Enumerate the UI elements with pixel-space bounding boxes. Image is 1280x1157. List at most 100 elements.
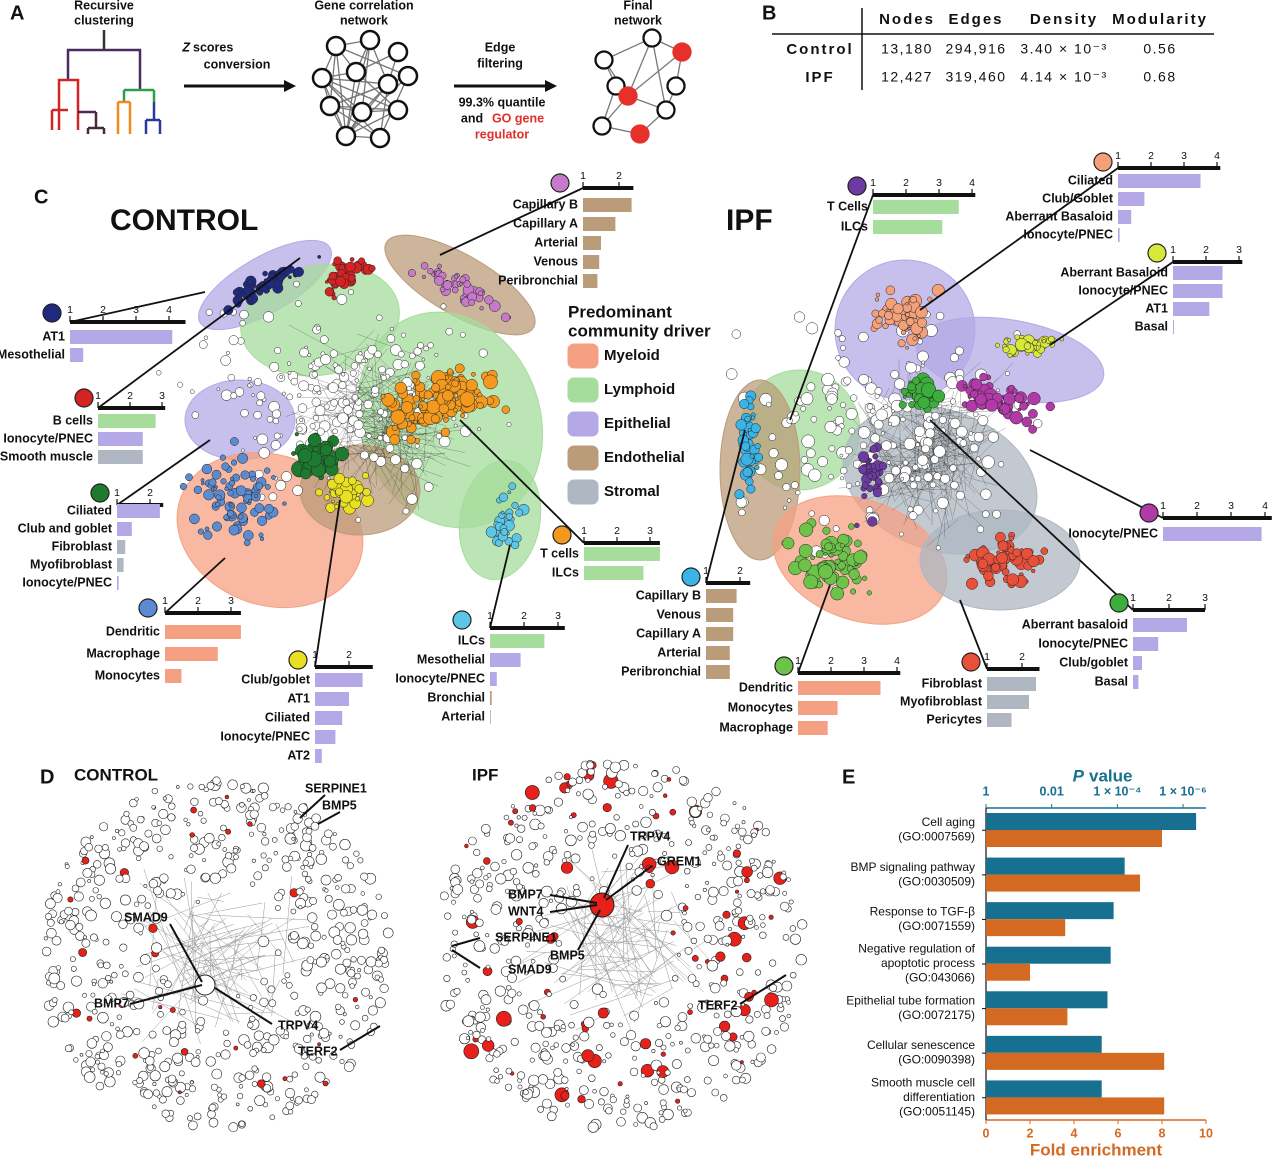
category-label: Ciliated (1068, 173, 1113, 187)
node (588, 1074, 596, 1082)
node (929, 397, 934, 402)
node (328, 271, 338, 281)
edge (328, 413, 409, 479)
node (421, 357, 426, 362)
node (628, 787, 636, 795)
bar (986, 1080, 1102, 1098)
edge (911, 470, 939, 474)
node (342, 856, 350, 864)
node (605, 1107, 613, 1115)
node (697, 805, 703, 812)
node (377, 408, 385, 416)
category-label: Monocytes (728, 700, 793, 714)
node (510, 1037, 519, 1046)
node (514, 823, 519, 828)
node (501, 859, 507, 865)
node (846, 482, 853, 489)
node (183, 817, 188, 822)
node (685, 839, 692, 846)
node (368, 264, 376, 272)
bar (706, 627, 734, 641)
node (604, 823, 616, 834)
node (334, 446, 350, 462)
node (290, 822, 299, 831)
node (624, 824, 630, 830)
node (723, 1010, 732, 1019)
node (306, 956, 315, 964)
node (251, 788, 256, 793)
legend-swatch (567, 479, 599, 505)
legend-label: Stromal (604, 483, 660, 500)
node (909, 476, 915, 482)
node (352, 996, 359, 1003)
edge (186, 917, 227, 950)
bar (117, 576, 119, 590)
bar (1133, 618, 1187, 632)
node (917, 334, 921, 338)
node (489, 300, 501, 312)
node (472, 868, 483, 879)
node (977, 558, 989, 569)
node (272, 417, 279, 425)
node (203, 530, 213, 540)
node (1012, 388, 1018, 394)
edge (937, 428, 951, 450)
node (176, 785, 180, 789)
node (1009, 411, 1023, 425)
node (125, 913, 136, 925)
node (233, 1045, 239, 1051)
edge (517, 912, 644, 983)
node (756, 1052, 766, 1063)
node (616, 1117, 626, 1127)
node (255, 482, 264, 490)
node (614, 780, 623, 789)
node (938, 415, 947, 424)
step-label: regulator (475, 127, 529, 141)
node (275, 1026, 285, 1036)
node (493, 1050, 501, 1058)
node (379, 983, 389, 994)
node (249, 1015, 256, 1023)
table-row-label: Control (786, 41, 853, 58)
node (640, 1038, 652, 1050)
node (357, 857, 364, 864)
node (654, 1001, 658, 1005)
node (602, 1059, 607, 1064)
node (691, 955, 699, 962)
node (1007, 352, 1013, 358)
table-header: Edges (948, 11, 1003, 28)
edge (232, 933, 237, 970)
node (782, 537, 795, 550)
tick-label: 2 (1194, 500, 1200, 512)
node (510, 849, 523, 861)
node (386, 334, 396, 343)
edge (570, 916, 658, 984)
node (180, 1048, 189, 1056)
category-label: Ciliated (265, 710, 310, 724)
node (838, 335, 846, 343)
step-label: 99.3% quantile (459, 95, 546, 109)
tick-label: 3 (159, 390, 165, 402)
node (522, 1089, 529, 1096)
node (99, 822, 109, 832)
node (605, 1052, 612, 1059)
node (268, 803, 277, 812)
node (157, 1010, 164, 1018)
node (116, 1014, 122, 1020)
node (702, 850, 708, 856)
node (781, 980, 793, 992)
node (594, 50, 614, 70)
node (836, 575, 850, 589)
node (503, 814, 510, 821)
node (83, 1071, 96, 1083)
network-title: IPF (726, 204, 773, 237)
node (881, 440, 892, 451)
node (840, 476, 845, 481)
node (369, 127, 391, 149)
node (67, 896, 74, 903)
node (850, 394, 858, 402)
node (517, 1084, 523, 1090)
tick-label: 4 (1214, 150, 1220, 162)
node (247, 376, 252, 381)
node (123, 810, 130, 817)
